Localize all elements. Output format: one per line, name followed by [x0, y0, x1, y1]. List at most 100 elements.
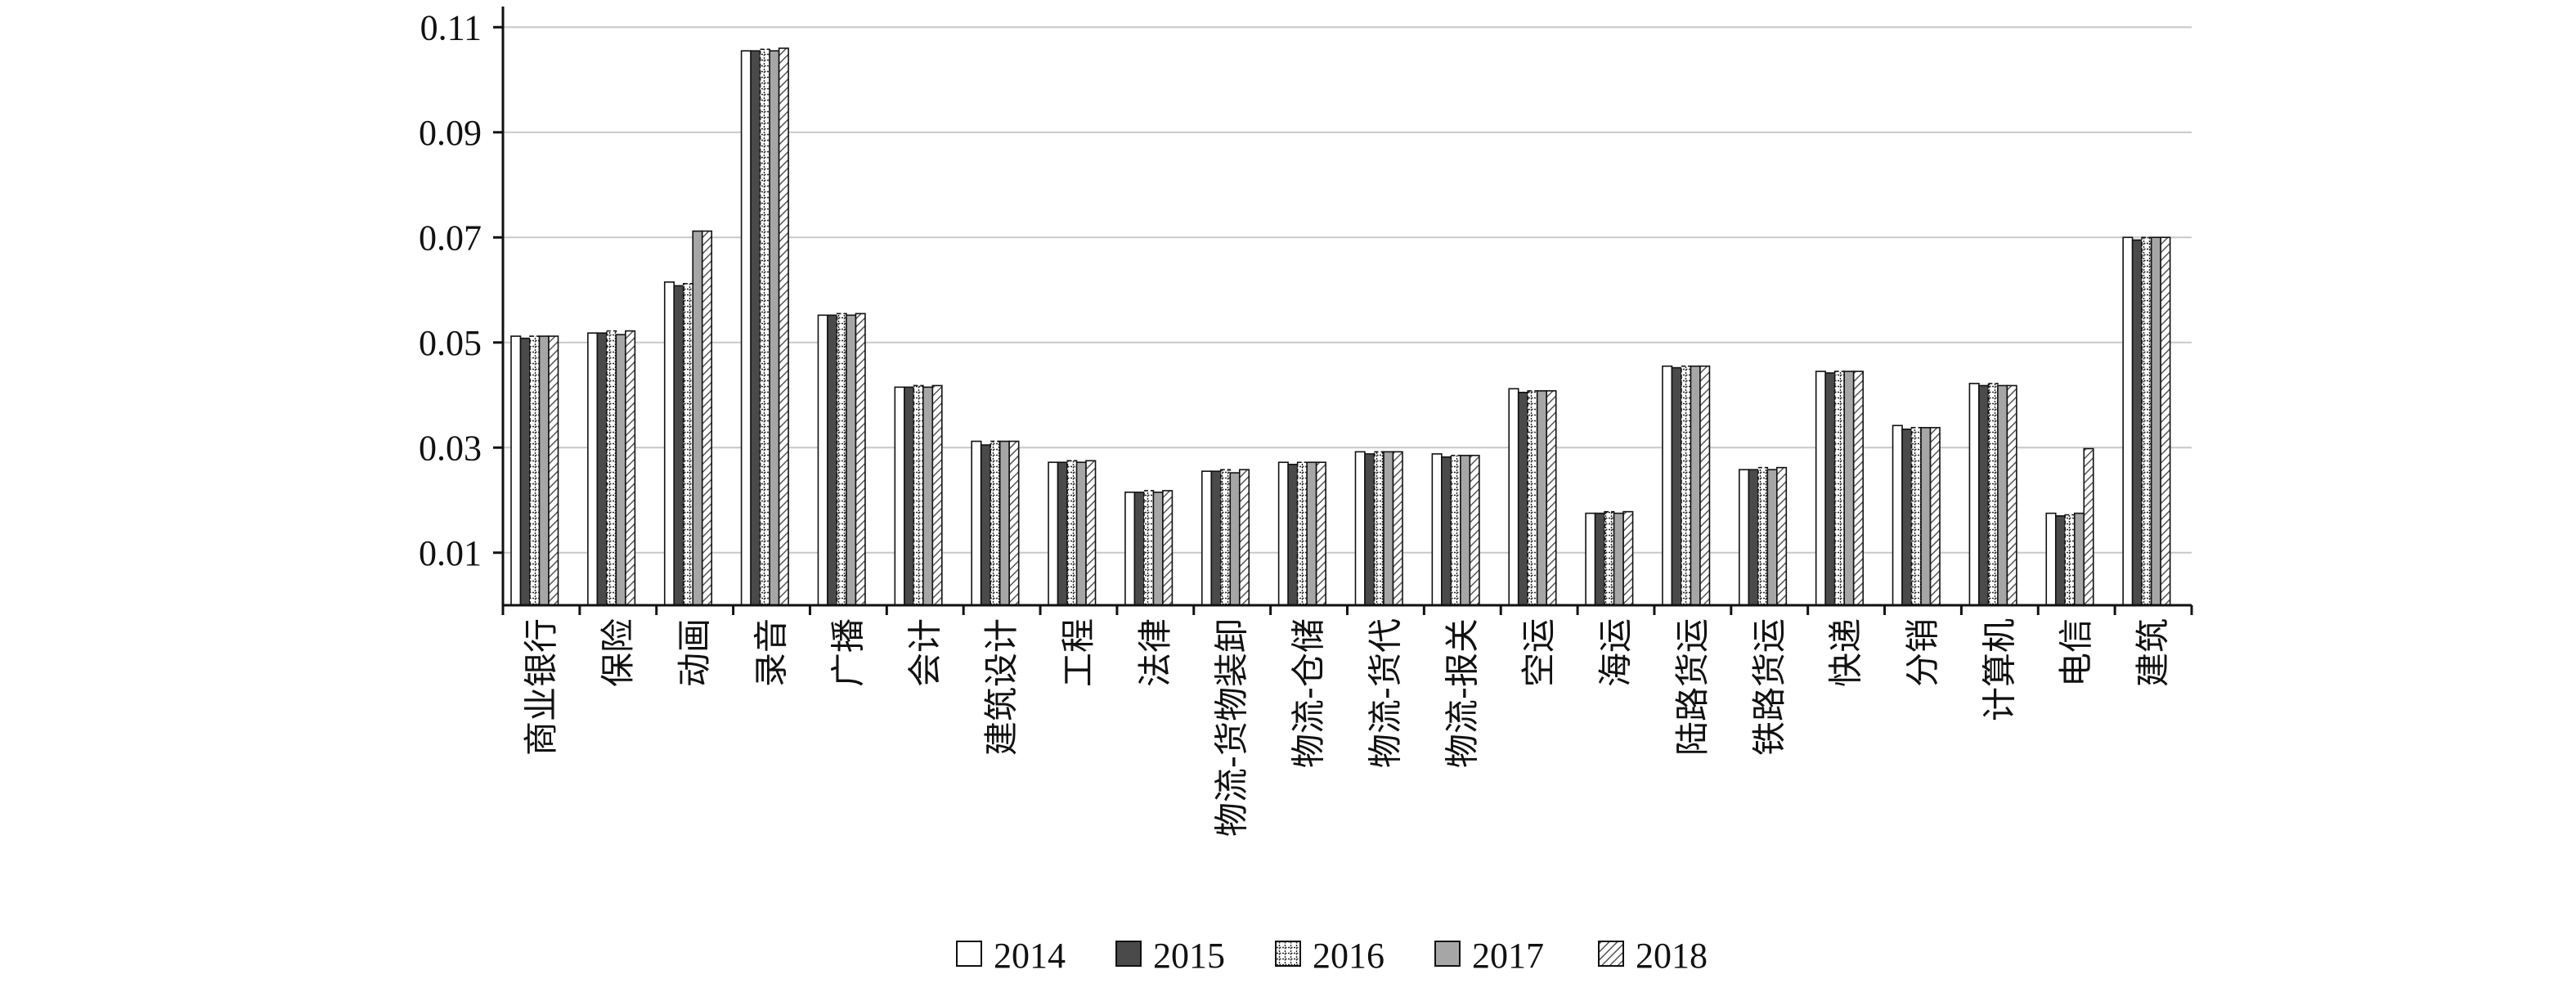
legend-swatch-2014 — [956, 941, 982, 967]
bar-3-2018 — [701, 230, 713, 606]
bar-2-2016 — [606, 330, 617, 606]
category-label-19: 分销 — [1902, 618, 1942, 687]
bar-12-2016 — [1373, 451, 1384, 606]
category-label-18: 快递 — [1826, 618, 1866, 687]
bar-8-2016 — [1066, 460, 1078, 606]
bar-4-2016 — [759, 48, 770, 606]
bar-16-2017 — [1690, 365, 1701, 606]
bar-3-2017 — [692, 230, 703, 606]
bar-5-2018 — [855, 312, 866, 606]
category-label-2: 保险 — [598, 618, 638, 687]
bar-14-2016 — [1527, 390, 1538, 606]
bar-20-2015 — [1978, 384, 1990, 606]
bar-19-2015 — [1901, 428, 1913, 606]
bar-12-2018 — [1392, 451, 1403, 606]
category-label-13: 物流-报关 — [1442, 618, 1482, 768]
bar-16-2016 — [1681, 365, 1692, 606]
bar-12-2014 — [1354, 451, 1366, 606]
y-tick-label-0.11: 0.11 — [420, 7, 482, 47]
bar-22-2014 — [2122, 236, 2134, 606]
bar-14-2017 — [1536, 390, 1548, 606]
legend-swatch-2018 — [1598, 941, 1624, 967]
y-tick-label-0.05: 0.05 — [419, 323, 482, 363]
bar-6-2014 — [894, 386, 905, 606]
bar-13-2018 — [1469, 455, 1480, 606]
bar-20-2014 — [1968, 383, 1980, 606]
bar-9-2016 — [1143, 490, 1155, 606]
category-label-22: 建筑 — [2133, 618, 2173, 687]
bar-22-2015 — [2131, 239, 2143, 606]
bar-6-2015 — [904, 386, 915, 606]
bar-15-2018 — [1622, 510, 1634, 606]
bar-17-2016 — [1757, 466, 1769, 606]
bar-13-2014 — [1431, 453, 1443, 606]
category-label-20: 计算机 — [1979, 618, 2019, 721]
bar-15-2017 — [1613, 512, 1624, 606]
bar-3-2014 — [663, 281, 675, 606]
bar-7-2015 — [980, 444, 991, 606]
bar-4-2015 — [750, 50, 761, 606]
bar-10-2017 — [1229, 472, 1241, 606]
bar-15-2016 — [1604, 510, 1615, 606]
legend: 2014 2015 2016 2017 2018 — [956, 936, 1708, 976]
bar-21-2014 — [2045, 512, 2057, 606]
bar-1-2018 — [548, 335, 559, 606]
bar-6-2018 — [931, 384, 943, 606]
bar-15-2015 — [1594, 512, 1605, 606]
category-labels: 商业银行 保险 动画 录音 广播 会计 建筑设计 工程 法律 物流-货物装卸 物流-仓储 物流-货代物… — [521, 618, 2173, 837]
bar-17-2017 — [1766, 469, 1778, 606]
bar-13-2017 — [1460, 455, 1471, 606]
category-label-5: 广播 — [828, 618, 868, 687]
bar-11-2018 — [1315, 461, 1326, 606]
bar-7-2016 — [990, 440, 1001, 606]
bar-2-2018 — [625, 330, 636, 606]
bar-8-2018 — [1085, 460, 1097, 606]
category-label-21: 电信 — [2056, 618, 2096, 687]
bar-20-2017 — [1997, 384, 2008, 606]
bar-11-2016 — [1296, 461, 1308, 606]
bar-22-2016 — [2141, 236, 2152, 606]
bar-7-2017 — [999, 440, 1010, 606]
bar-14-2014 — [1508, 388, 1519, 606]
bar-19-2018 — [1929, 427, 1941, 606]
bar-16-2014 — [1662, 365, 1673, 606]
bar-7-2018 — [1008, 440, 1020, 606]
y-tick-label-0.09: 0.09 — [419, 113, 482, 153]
category-label-7: 建筑设计 — [981, 618, 1021, 756]
category-label-9: 法律 — [1135, 618, 1175, 687]
bar-5-2015 — [827, 314, 838, 606]
bar-13-2015 — [1441, 456, 1452, 606]
category-label-14: 空运 — [1519, 618, 1559, 687]
bar-21-2016 — [2064, 514, 2076, 606]
bar-19-2016 — [1910, 427, 1922, 606]
category-label-8: 工程 — [1058, 618, 1098, 687]
bar-18-2018 — [1852, 371, 1864, 606]
bar-14-2015 — [1517, 391, 1529, 606]
bar-8-2017 — [1075, 461, 1087, 606]
category-label-3: 动画 — [675, 618, 715, 687]
bar-11-2017 — [1306, 461, 1317, 606]
bar-1-2016 — [529, 335, 541, 606]
bar-12-2015 — [1364, 453, 1376, 606]
legend-label-2018: 2018 — [1636, 936, 1708, 976]
bar-4-2018 — [778, 47, 789, 606]
bar-4-2014 — [740, 50, 752, 606]
category-label-6: 会计 — [904, 618, 945, 687]
bar-16-2018 — [1699, 365, 1711, 606]
bar-16-2015 — [1671, 366, 1682, 606]
bar-21-2017 — [2073, 512, 2085, 606]
axes — [493, 7, 2193, 615]
category-label-1: 商业银行 — [521, 618, 561, 756]
bar-9-2017 — [1152, 492, 1164, 606]
bar-10-2018 — [1238, 469, 1250, 606]
bar-18-2016 — [1833, 371, 1845, 606]
category-label-15: 海运 — [1595, 618, 1636, 687]
bar-5-2014 — [817, 314, 828, 606]
bar-2-2015 — [596, 332, 608, 606]
bar-10-2016 — [1219, 469, 1232, 606]
bar-17-2018 — [1776, 466, 1788, 606]
legend-swatch-2015 — [1115, 941, 1142, 967]
bar-3-2015 — [673, 285, 684, 606]
bar-14-2018 — [1546, 390, 1557, 606]
